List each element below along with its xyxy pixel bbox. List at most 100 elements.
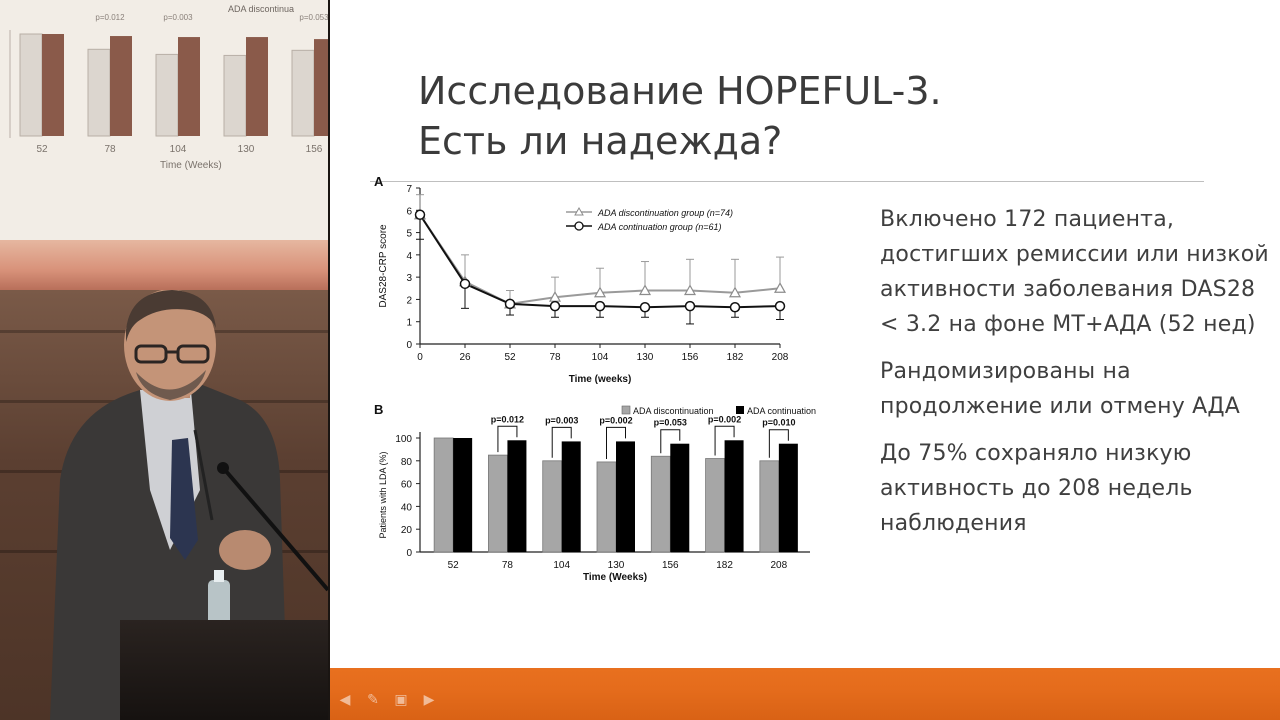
x-tick-label: 104	[553, 560, 570, 571]
y-tick-label: 6	[406, 206, 412, 217]
y-tick-label: 3	[406, 273, 412, 284]
point-continuation	[504, 298, 516, 310]
title-divider	[370, 181, 1204, 182]
bar-discontinuation	[433, 437, 454, 553]
x-tick-label: 182	[716, 560, 733, 571]
legend-swatch-discontinuation	[621, 405, 631, 415]
point-discontinuation	[638, 284, 652, 296]
significance-bracket	[497, 425, 518, 453]
study-figure: A 0 1 2 3 4 5 6 7 0 26 52 78 104 130 156 182 208 Time (we…	[374, 174, 816, 583]
camera-feed: 52 78 104 130 156 p=0.012 p=0.003 p=0.053 ADA d…	[0, 0, 328, 720]
point-continuation	[774, 300, 786, 312]
das28-line-chart: 0 1 2 3 4 5 6 7 0 26 52 78 104 130 156 182 208 Time (week…	[378, 184, 789, 385]
y-tick-label: 0	[406, 340, 412, 351]
slide-title-line2: Есть ли надежда?	[418, 119, 783, 163]
pen-icon[interactable]: ✎	[367, 691, 379, 707]
x-tick-label: 104	[592, 352, 609, 363]
y-tick-label: 60	[401, 480, 413, 491]
y-axis-label: DAS28-CRP score	[378, 224, 389, 308]
y-tick-label: 0	[406, 548, 412, 559]
projected-bar-continuation	[314, 39, 328, 136]
bar-continuation	[724, 440, 744, 552]
y-tick-label: 4	[406, 251, 412, 262]
y-tick-label: 100	[395, 434, 412, 445]
slide-title: Исследование HOPEFUL-3. Есть ли надежда?	[418, 66, 1238, 166]
slide-title-line1: Исследование HOPEFUL-3.	[418, 69, 942, 113]
x-tick-label: 78	[502, 560, 514, 571]
back-icon[interactable]: ◀	[339, 691, 351, 707]
legend-label-continuation: ADA continuation	[747, 406, 816, 416]
legend-label-continuation: ADA continuation group (n=61)	[597, 222, 722, 232]
legend-label-discontinuation: ADA discontinuation group (n=74)	[597, 208, 733, 218]
point-continuation	[414, 209, 426, 220]
projected-screen: 52 78 104 130 156 p=0.012 p=0.003 p=0.053 ADA d…	[0, 0, 328, 240]
y-tick-label: 20	[401, 525, 413, 536]
x-tick-label: 78	[549, 352, 561, 363]
y-tick-label: 5	[406, 229, 412, 240]
bar-continuation	[778, 443, 798, 552]
projected-xlabel: Time (Weeks)	[160, 160, 222, 171]
x-tick-label: 156	[662, 560, 679, 571]
legend-marker-continuation	[574, 221, 584, 231]
projected-bar-discontinuation	[223, 54, 247, 137]
projected-tick-label: 130	[238, 144, 255, 155]
bullet-item: До 75% сохраняло низкую активность до 20…	[880, 441, 1193, 536]
x-tick-label: 26	[459, 352, 471, 363]
x-axis-label: Time (Weeks)	[583, 572, 647, 583]
panel-a-label: A	[374, 174, 384, 189]
significance-bracket	[551, 426, 572, 458]
y-tick-label: 80	[401, 457, 413, 468]
bar-continuation	[507, 440, 527, 552]
y-tick-label: 2	[406, 295, 412, 306]
projected-chart: 52 78 104 130 156 p=0.012 p=0.003 p=0.053 ADA d…	[0, 0, 328, 240]
point-continuation	[684, 300, 696, 312]
x-tick-label: 130	[637, 352, 654, 363]
forward-icon[interactable]: ▶	[423, 691, 435, 707]
p-value-label: p=0.002	[708, 414, 741, 424]
bar-discontinuation	[542, 460, 563, 553]
bullet-item: Включено 172 пациента, достигших ремисси…	[880, 207, 1269, 337]
projected-tick-label: 156	[306, 144, 323, 155]
point-continuation	[729, 301, 741, 313]
projected-bar-continuation	[246, 37, 268, 137]
projected-tick-label: 52	[36, 144, 48, 155]
significance-bracket	[606, 426, 626, 459]
bar-continuation	[670, 443, 690, 552]
x-tick-label: 52	[448, 560, 460, 571]
point-discontinuation	[593, 286, 607, 298]
p-value-label: p=0.012	[491, 414, 524, 424]
projected-bar-continuation	[178, 37, 200, 137]
x-tick-label: 0	[417, 352, 423, 363]
point-discontinuation	[683, 284, 697, 296]
projector-screen-edge	[0, 240, 328, 290]
bar-continuation	[561, 441, 581, 552]
bullet-item: Рандомизированы на продолжение или отмен…	[880, 359, 1241, 419]
bar-continuation	[616, 441, 635, 552]
point-continuation	[639, 301, 651, 313]
x-tick-label: 130	[608, 560, 625, 571]
x-tick-label: 156	[682, 352, 699, 363]
slides-icon[interactable]: ▣	[394, 691, 408, 707]
y-axis-label: Patients with LDA (%)	[378, 451, 388, 538]
p-value-label: p=0.002	[599, 415, 632, 425]
bar-continuation	[453, 438, 473, 552]
point-continuation	[594, 300, 606, 312]
p-value-label: p=0.003	[545, 415, 578, 425]
legend-label-discontinuation: ADA discontinuation	[633, 406, 714, 416]
projected-p-value: p=0.053	[299, 13, 328, 22]
bullet-list: Включено 172 пациента, достигших ремисси…	[880, 202, 1270, 553]
slide-footer-band	[330, 668, 1280, 720]
point-continuation	[549, 300, 561, 312]
projected-bar-discontinuation	[155, 53, 179, 137]
lda-bar-chart: 0 20 40 60 80 100 Patients with LDA (%) 52 78 p=0…	[378, 405, 816, 583]
projected-p-value: p=0.003	[163, 13, 193, 22]
y-tick-label: 1	[406, 318, 412, 329]
x-tick-label: 208	[771, 560, 788, 571]
projected-legend: ADA discontinua	[228, 4, 294, 14]
y-tick-label: 40	[401, 502, 413, 513]
projected-bar-discontinuation	[19, 33, 43, 137]
x-tick-label: 182	[727, 352, 744, 363]
projected-tick-label: 104	[170, 144, 187, 155]
projected-bar-discontinuation	[87, 48, 111, 137]
projected-bar-continuation	[42, 34, 64, 136]
